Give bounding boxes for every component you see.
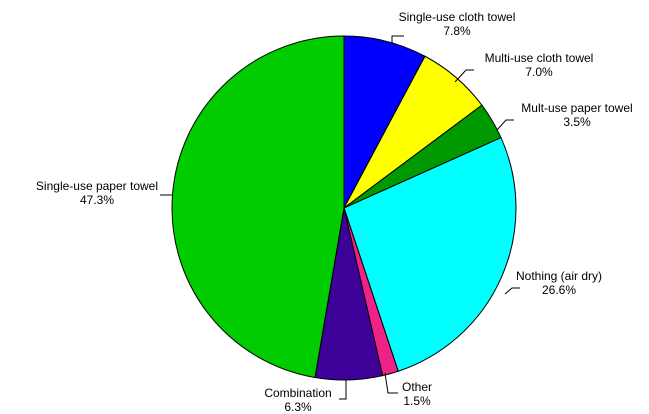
slice-value-label: 1.5% — [403, 394, 431, 408]
slice-label: Nothing (air dry) — [516, 269, 602, 283]
slice-value-label: 26.6% — [542, 283, 576, 297]
slice-label: Single-use paper towel — [36, 179, 158, 193]
slice-value-label: 3.5% — [563, 115, 591, 129]
leader-line-1 — [391, 35, 404, 44]
slice-value-label: 7.0% — [525, 65, 553, 79]
pie-slice-7 — [171, 35, 345, 379]
leader-line-3 — [496, 119, 514, 131]
pie-slices — [171, 35, 517, 381]
leader-lines — [160, 35, 520, 400]
slice-label: Combination — [264, 386, 331, 400]
slice-label: Mult-use paper towel — [521, 101, 632, 115]
slice-value-label: 47.3% — [80, 193, 114, 207]
slice-value-label: 7.8% — [443, 24, 471, 38]
leader-line-6 — [339, 380, 347, 400]
slice-label: Other — [402, 380, 432, 394]
pie-slice-4 — [343, 137, 517, 372]
slice-label: Multi-use cloth towel — [485, 51, 594, 65]
leader-line-5 — [384, 372, 398, 394]
leader-line-2 — [454, 69, 474, 83]
slice-value-label: 6.3% — [284, 400, 312, 414]
slice-label: Single-use cloth towel — [399, 10, 516, 24]
leader-line-4 — [504, 287, 520, 295]
